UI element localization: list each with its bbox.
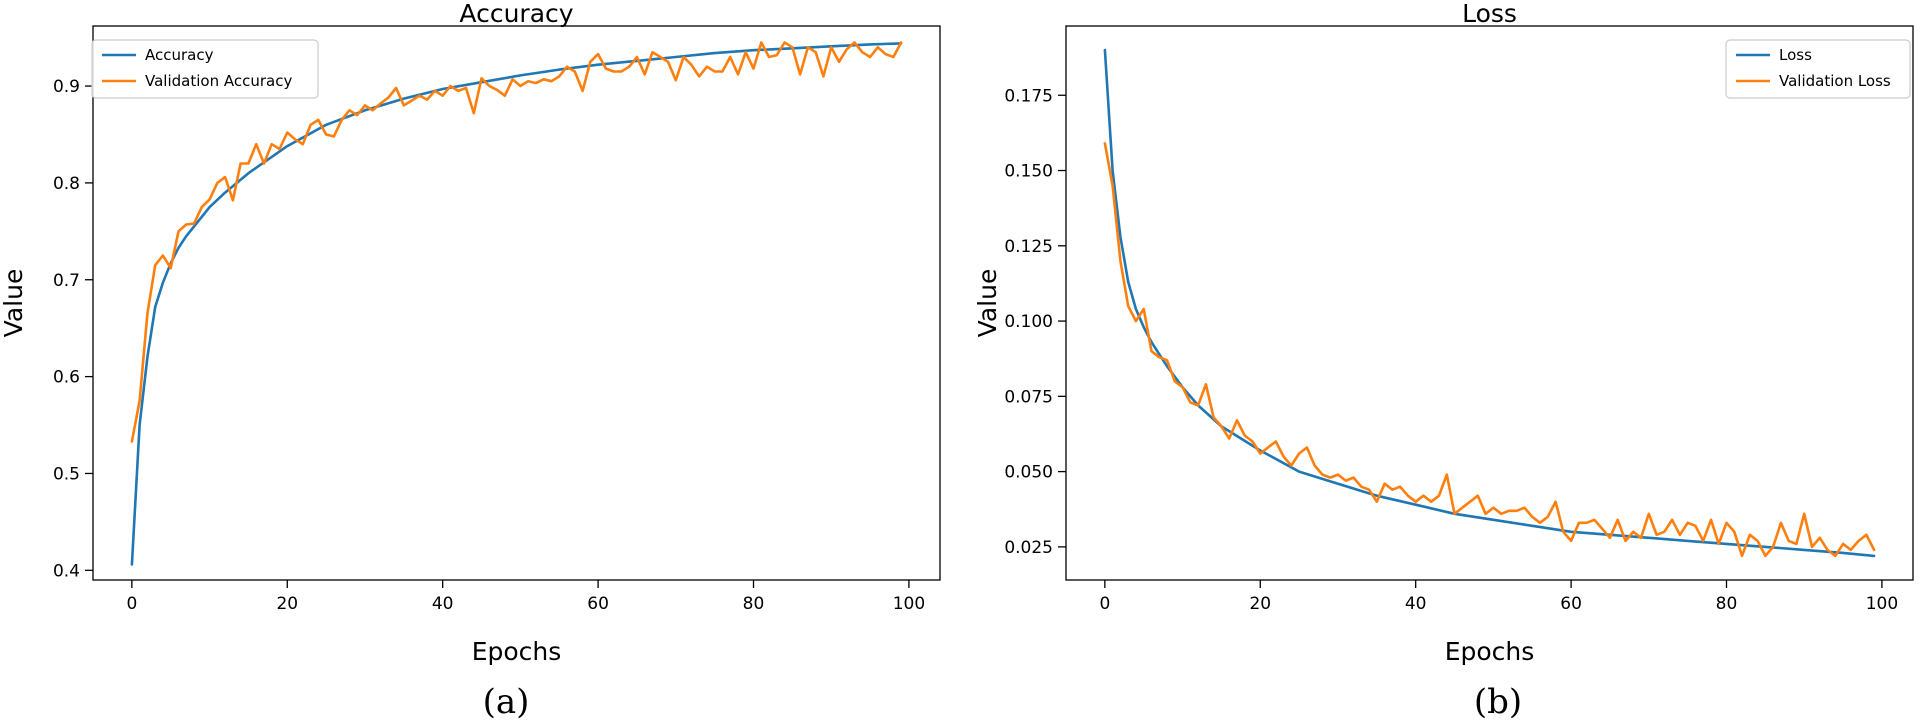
y-tick-label: 0.075: [1004, 387, 1053, 407]
x-tick-label: 0: [126, 594, 137, 614]
plot-frame: [92, 25, 941, 581]
series-line-validation: [130, 41, 903, 443]
accuracy-chart: Accuracy 0 20 40 60 80 100 0.4 0.5 0.6 0.7 0.8 0.9 Ep…: [0, 0, 941, 666]
y-tick-label: 0.150: [1004, 162, 1053, 182]
series-line-validation: [1103, 142, 1876, 558]
legend-label: Validation Loss: [1779, 72, 1891, 90]
x-axis-label: Epochs: [1445, 637, 1535, 666]
legend-box: [1725, 39, 1911, 99]
x-tick-label: 40: [1405, 594, 1427, 614]
y-tick-label: 0.5: [53, 464, 80, 484]
x-axis-label: Epochs: [472, 637, 562, 666]
chart-title: Accuracy: [459, 0, 573, 28]
plot-frame: [1065, 25, 1914, 581]
legend-label: Accuracy: [145, 46, 214, 64]
legend-label: Loss: [1779, 46, 1812, 64]
y-tick-label: 0.125: [1004, 237, 1053, 257]
y-tick-label: 0.4: [53, 561, 80, 581]
legend-box: [91, 39, 319, 99]
y-axis-label: Value: [973, 269, 1002, 338]
y-tick-label: 0.9: [53, 77, 80, 97]
x-tick-label: 80: [743, 594, 765, 614]
x-tick-label: 100: [1866, 594, 1898, 614]
y-tick-label: 0.7: [53, 271, 80, 291]
series-line-train: [1103, 48, 1876, 558]
x-tick-label: 100: [893, 594, 925, 614]
x-tick-label: 0: [1099, 594, 1110, 614]
x-tick-label: 80: [1716, 594, 1738, 614]
caption-b: (b): [1473, 682, 1523, 722]
y-tick-label: 0.050: [1004, 463, 1053, 483]
x-tick-label: 20: [1249, 594, 1271, 614]
loss-chart: Loss 0 20 40 60 80 100 0.025 0.050 0.075 0.100 0.12…: [973, 0, 1914, 666]
y-tick-label: 0.100: [1004, 312, 1053, 332]
y-tick-label: 0.175: [1004, 86, 1053, 106]
y-tick-label: 0.025: [1004, 538, 1053, 558]
x-tick-label: 60: [1560, 594, 1582, 614]
y-tick-label: 0.6: [53, 368, 80, 388]
legend-label: Validation Accuracy: [145, 72, 292, 90]
y-tick-label: 0.8: [53, 174, 80, 194]
x-tick-label: 40: [432, 594, 454, 614]
x-tick-label: 20: [276, 594, 298, 614]
series-line-train: [130, 42, 903, 566]
caption-a: (a): [482, 682, 530, 722]
y-axis-label: Value: [0, 269, 28, 338]
chart-title: Loss: [1462, 0, 1517, 28]
x-tick-label: 60: [587, 594, 609, 614]
